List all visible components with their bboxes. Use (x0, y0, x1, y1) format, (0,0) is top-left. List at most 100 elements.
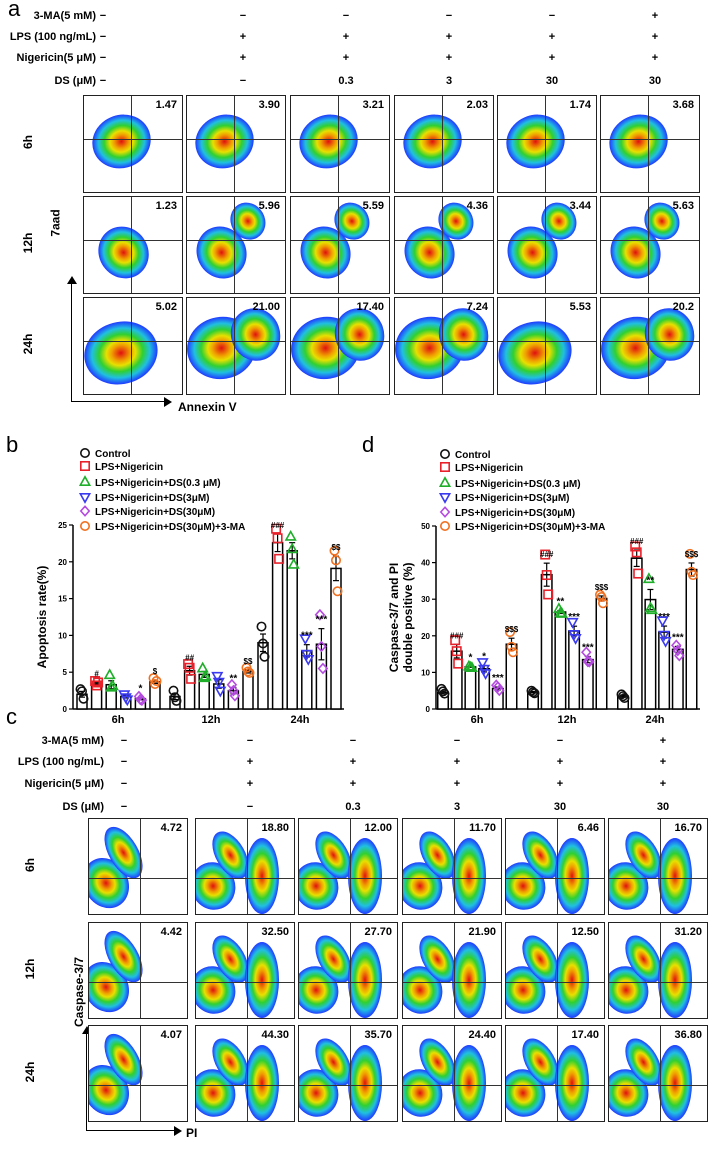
data-point (507, 647, 518, 658)
data-point (103, 668, 116, 680)
quadrant-percentage: 1.74 (569, 99, 591, 111)
quadrant-gate-vertical (556, 923, 558, 1018)
y-axis-arrow-line (86, 1032, 87, 1130)
condition-label: 3-MA(5 mM) (33, 10, 96, 22)
y-tick-label: 25 (58, 521, 67, 530)
data-point (672, 644, 684, 657)
flow-plot: 3.44 (497, 196, 597, 294)
quadrant-gate-vertical (453, 819, 455, 914)
x-category-label: 12h (202, 714, 221, 726)
condition-value: − (556, 735, 564, 747)
quadrant-gate-vertical (338, 298, 340, 394)
data-point (196, 661, 209, 673)
quadrant-percentage: 4.42 (160, 926, 182, 938)
condition-value: + (246, 756, 254, 768)
data-point (684, 548, 695, 559)
flow-plot: 18.80 (195, 818, 295, 915)
legend-marker-icon (78, 475, 92, 487)
condition-value: − (342, 10, 350, 22)
data-point (581, 646, 592, 659)
data-point (211, 671, 224, 683)
significance-marker: * (138, 684, 142, 695)
legend-entry: LPS+Nigericin+DS(3μM) (95, 493, 209, 504)
quadrant-gate-vertical (234, 197, 236, 293)
quadrant-gate-vertical (338, 96, 340, 192)
data-point (465, 661, 478, 673)
x-category-label: 12h (558, 714, 577, 726)
quadrant-percentage: 31.20 (674, 926, 702, 938)
bar (505, 643, 518, 710)
data-point (271, 523, 282, 534)
flow-plot: 1.23 (83, 196, 183, 294)
y-tick-label: 0 (426, 705, 431, 714)
bar (330, 567, 342, 710)
quadrant-gate-horizontal (299, 981, 397, 983)
condition-value: − (349, 735, 357, 747)
quadrant-gate-vertical (442, 298, 444, 394)
data-point (645, 603, 658, 615)
data-point (330, 555, 341, 566)
data-point (631, 547, 642, 558)
quadrant-gate-horizontal (84, 240, 182, 242)
quadrant-gate-vertical (349, 1026, 351, 1121)
cell-population-density (348, 942, 383, 1018)
significance-marker: $ (153, 667, 158, 676)
condition-value: + (556, 778, 564, 790)
quadrant-gate-vertical (139, 923, 141, 1018)
legend-marker-icon (79, 505, 91, 517)
cell-population-density (187, 106, 261, 177)
quadrant-percentage: 7.24 (466, 301, 488, 313)
condition-value: − (246, 735, 254, 747)
bar (568, 630, 581, 710)
time-label: 12h (23, 958, 37, 979)
cell-population-density (452, 838, 487, 914)
flow-plot: 24.40 (402, 1025, 502, 1122)
quadrant-gate-horizontal (84, 139, 182, 141)
y-axis-label: double positive (%) (401, 562, 415, 672)
data-point (151, 676, 162, 687)
cell-population-density (395, 106, 469, 177)
panel-letter-a: a (8, 0, 21, 21)
quadrant-gate-vertical (338, 197, 340, 293)
cell-population-density (498, 313, 579, 393)
quadrant-gate-vertical (648, 298, 650, 394)
flow-plot: 3.68 (600, 95, 700, 193)
quadrant-percentage: 5.96 (258, 200, 280, 212)
quadrant-gate-vertical (246, 1026, 248, 1121)
quadrant-gate-horizontal (601, 341, 699, 343)
quadrant-gate-vertical (246, 923, 248, 1018)
data-point (437, 686, 448, 697)
data-point (584, 655, 595, 668)
cell-population-density (658, 942, 693, 1018)
bar (464, 666, 477, 710)
data-point (148, 673, 159, 684)
quadrant-gate-horizontal (196, 981, 294, 983)
quadrant-gate-vertical (453, 923, 455, 1018)
quadrant-gate-vertical (139, 1026, 141, 1121)
quadrant-percentage: 20.2 (672, 301, 694, 313)
flow-plot: 4.36 (394, 196, 494, 294)
data-point (214, 686, 227, 698)
data-point (316, 640, 327, 653)
legend-marker-icon (80, 447, 91, 458)
significance-marker: *** (301, 631, 313, 642)
time-label: 24h (21, 333, 35, 355)
significance-marker: ** (647, 575, 655, 586)
condition-value: 0.3 (338, 75, 354, 87)
legend-entry: LPS+Nigericin+DS(3μM) (455, 493, 569, 504)
quadrant-percentage: 1.23 (155, 200, 177, 212)
condition-value: + (548, 52, 556, 64)
data-point (504, 627, 515, 638)
condition-value: + (659, 735, 667, 747)
x-category-label: 24h (291, 714, 310, 726)
condition-value: + (342, 31, 350, 43)
data-point (658, 630, 671, 642)
data-point (287, 557, 300, 569)
condition-value: + (659, 756, 667, 768)
condition-label: LPS (100 ng/mL) (17, 756, 104, 768)
quadrant-gate-horizontal (403, 981, 501, 983)
quadrant-gate-vertical (131, 96, 133, 192)
quadrant-percentage: 12.50 (571, 926, 599, 938)
